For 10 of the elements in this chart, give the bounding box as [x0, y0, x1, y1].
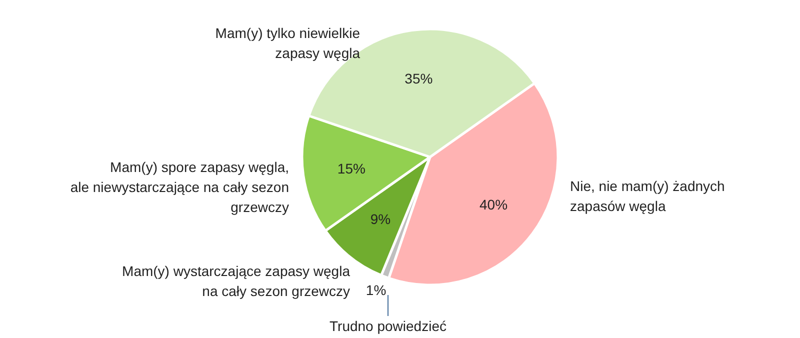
- slice-label: Mam(y) spore zapasy węgla, ale niewystarczające na cały sezon grzewczy: [70, 159, 289, 215]
- slice-label: Mam(y) wystarczające zapasy węgla na cały sezon grzewczy: [122, 263, 350, 299]
- data-label: 15%: [337, 160, 366, 176]
- data-label: 40%: [480, 196, 508, 213]
- data-label: 9%: [370, 211, 391, 228]
- data-label: 35%: [404, 70, 433, 86]
- slice-label: Trudno powiedzieć: [330, 318, 446, 334]
- slice-label: Mam(y) tylko niewielkie zapasy węgla: [215, 25, 360, 61]
- data-label: 1%: [366, 282, 386, 298]
- slice-label: Nie, nie mam(y) żadnych zapasów węgla: [570, 178, 725, 214]
